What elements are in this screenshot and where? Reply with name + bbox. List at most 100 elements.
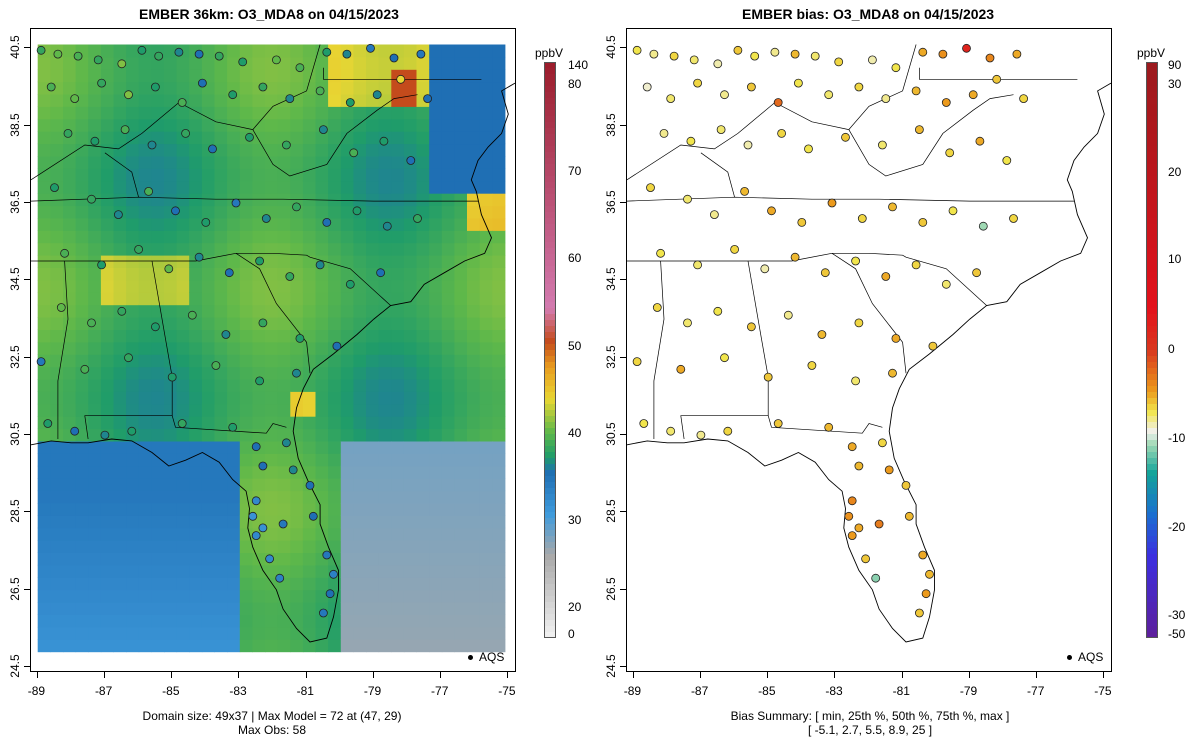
grid-cell: [88, 540, 102, 553]
grid-cell: [189, 267, 203, 281]
grid-cell: [353, 540, 367, 553]
grid-cell: [151, 354, 165, 368]
grid-cell: [315, 292, 329, 306]
grid-cell: [492, 453, 506, 467]
grid-cell: [277, 602, 291, 615]
grid-cell: [239, 441, 253, 454]
colorbar-tick-label: -20: [1168, 520, 1186, 534]
colorbar-segment: [1146, 164, 1158, 171]
grid-cell: [138, 540, 152, 553]
grid-cell: [467, 564, 481, 578]
observation-point: [783, 310, 793, 320]
grid-cell: [151, 218, 165, 231]
observation-point: [245, 132, 254, 142]
grid-cell: [164, 218, 178, 231]
grid-cell: [328, 230, 342, 244]
grid-cell: [189, 218, 203, 231]
grid-cell: [366, 279, 380, 293]
grid-cell: [416, 292, 430, 306]
observation-point: [804, 144, 813, 154]
grid-cell: [176, 143, 190, 157]
grid-cell: [100, 56, 114, 70]
left-y-tick-mark: [24, 356, 30, 358]
grid-cell: [201, 564, 215, 578]
grid-cell: [100, 416, 114, 430]
grid-cell: [75, 193, 89, 207]
grid-cell: [492, 614, 506, 628]
grid-cell: [416, 577, 430, 591]
grid-cell: [315, 279, 329, 293]
grid-cell: [63, 230, 77, 244]
observation-point: [228, 422, 238, 432]
state-boundary: [323, 67, 482, 80]
grid-cell: [441, 44, 455, 58]
grid-cell: [429, 56, 443, 70]
grid-cell: [37, 292, 51, 306]
observation-point: [1012, 49, 1022, 59]
grid-cell: [63, 292, 77, 306]
left-y-tick-mark: [24, 279, 30, 281]
colorbar-segment: [1146, 230, 1158, 237]
grid-cell: [391, 156, 405, 169]
grid-cell: [315, 329, 329, 343]
grid-cell: [88, 218, 102, 231]
left-x-tick-mark: [171, 672, 173, 678]
colorbar-segment: [544, 392, 556, 399]
left-y-tick-label: 34.5: [8, 267, 22, 292]
grid-cell: [201, 589, 215, 603]
grid-cell: [164, 44, 178, 58]
grid-cell: [277, 56, 291, 70]
grid-cell: [227, 44, 241, 58]
colorbar-segment: [1146, 308, 1158, 315]
colorbar-segment: [1146, 458, 1158, 465]
grid-cell: [63, 366, 77, 380]
left-x-tick-mark: [440, 672, 442, 678]
grid-cell: [227, 527, 241, 541]
grid-cell: [403, 56, 417, 70]
grid-cell: [265, 69, 279, 83]
grid-cell: [189, 564, 203, 578]
grid-cell: [391, 441, 405, 454]
grid-cell: [265, 503, 279, 516]
grid-cell: [403, 515, 417, 529]
grid-cell: [126, 589, 140, 603]
left-x-tick-mark: [238, 672, 240, 678]
right-x-tick-label: -89: [623, 684, 642, 698]
grid-cell: [467, 453, 481, 467]
grid-cell: [302, 428, 316, 442]
observation-point: [807, 361, 817, 370]
grid-cell: [100, 329, 114, 343]
grid-cell: [467, 317, 481, 330]
grid-cell: [391, 205, 405, 219]
observation-point: [322, 47, 332, 57]
grid-cell: [37, 168, 51, 182]
observation-point: [968, 90, 978, 100]
grid-cell: [88, 602, 102, 615]
grid-cell: [403, 94, 417, 107]
grid-cell: [201, 205, 215, 219]
grid-cell: [429, 416, 443, 430]
grid-cell: [151, 626, 165, 640]
grid-cell: [378, 317, 392, 330]
grid-cell: [113, 366, 127, 380]
observation-point: [921, 589, 931, 599]
grid-cell: [100, 168, 114, 182]
grid-cell: [75, 403, 89, 417]
colorbar-segment: [544, 470, 556, 477]
grid-cell: [189, 490, 203, 504]
grid-cell: [37, 255, 51, 268]
colorbar-segment: [1146, 332, 1158, 339]
grid-cell: [138, 527, 152, 541]
grid-cell: [126, 193, 140, 207]
grid-cell: [429, 69, 443, 83]
colorbar-segment: [1146, 452, 1158, 459]
grid-cell: [37, 602, 51, 615]
grid-cell: [366, 255, 380, 268]
colorbar-segment: [1146, 500, 1158, 507]
grid-cell: [378, 81, 392, 95]
grid-cell: [75, 168, 89, 182]
right-y-tick-label: 40.5: [604, 35, 618, 60]
grid-cell: [252, 354, 266, 368]
grid-cell: [126, 416, 140, 430]
grid-cell: [467, 515, 481, 529]
